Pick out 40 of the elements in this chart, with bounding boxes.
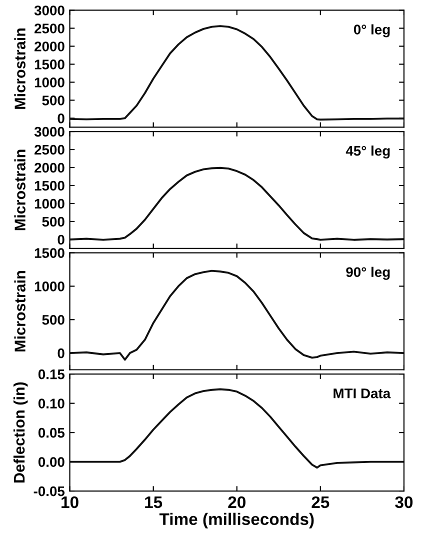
y-tick-label: 0.10 bbox=[38, 398, 64, 408]
line-series bbox=[70, 25, 404, 121]
y-tick-label: 0 bbox=[58, 234, 64, 245]
y-tick-label: 2000 bbox=[34, 162, 64, 173]
y-axis-title: Deflection (in) bbox=[13, 382, 28, 482]
y-tick-label: 1500 bbox=[34, 180, 64, 191]
y-tick-label: 500 bbox=[42, 314, 64, 325]
y-tick-label: 500 bbox=[42, 96, 64, 106]
y-tick-label: 1000 bbox=[34, 198, 64, 209]
x-tick-label: 25 bbox=[312, 496, 330, 508]
y-axis-title: Microstrain bbox=[14, 28, 26, 109]
y-tick-label: 3000 bbox=[34, 6, 64, 16]
annotation: 90° leg bbox=[346, 266, 390, 280]
y-tick-label: 0 bbox=[58, 348, 64, 358]
x-tick-label: 15 bbox=[145, 496, 162, 508]
y-tick-label: -0.05 bbox=[34, 486, 65, 496]
x-tick-label: 30 bbox=[395, 496, 413, 508]
y-tick-label: 0 bbox=[58, 114, 64, 124]
y-tick-label: 1000 bbox=[34, 78, 64, 88]
y-tick-label: 3000 bbox=[34, 126, 64, 137]
y-axis-title: Microstrain bbox=[14, 271, 26, 352]
y-tick-label: 0.15 bbox=[38, 369, 65, 380]
y-tick-label: 1500 bbox=[34, 60, 64, 70]
annotation: MTI Data bbox=[334, 388, 391, 398]
y-tick-label: 0.05 bbox=[38, 428, 65, 438]
line-series bbox=[70, 388, 404, 469]
x-tick-label: 20 bbox=[228, 496, 246, 508]
line-series bbox=[70, 166, 404, 241]
y-tick-label: 2000 bbox=[34, 42, 64, 52]
y-tick-label: 1500 bbox=[34, 248, 64, 258]
y-tick-label: 0.00 bbox=[38, 457, 64, 467]
y-tick-label: 2500 bbox=[34, 144, 64, 155]
annotation: 0° leg bbox=[354, 24, 390, 38]
y-tick-label: 1000 bbox=[34, 282, 64, 292]
y-tick-label: 2500 bbox=[34, 24, 64, 34]
x-axis-title: Time (milliseconds) bbox=[159, 512, 314, 528]
y-axis-title: Microstrain bbox=[14, 150, 26, 230]
y-tick-label: 500 bbox=[42, 216, 64, 227]
x-tick-label: 10 bbox=[62, 496, 78, 508]
annotation: 45° leg bbox=[346, 146, 390, 159]
